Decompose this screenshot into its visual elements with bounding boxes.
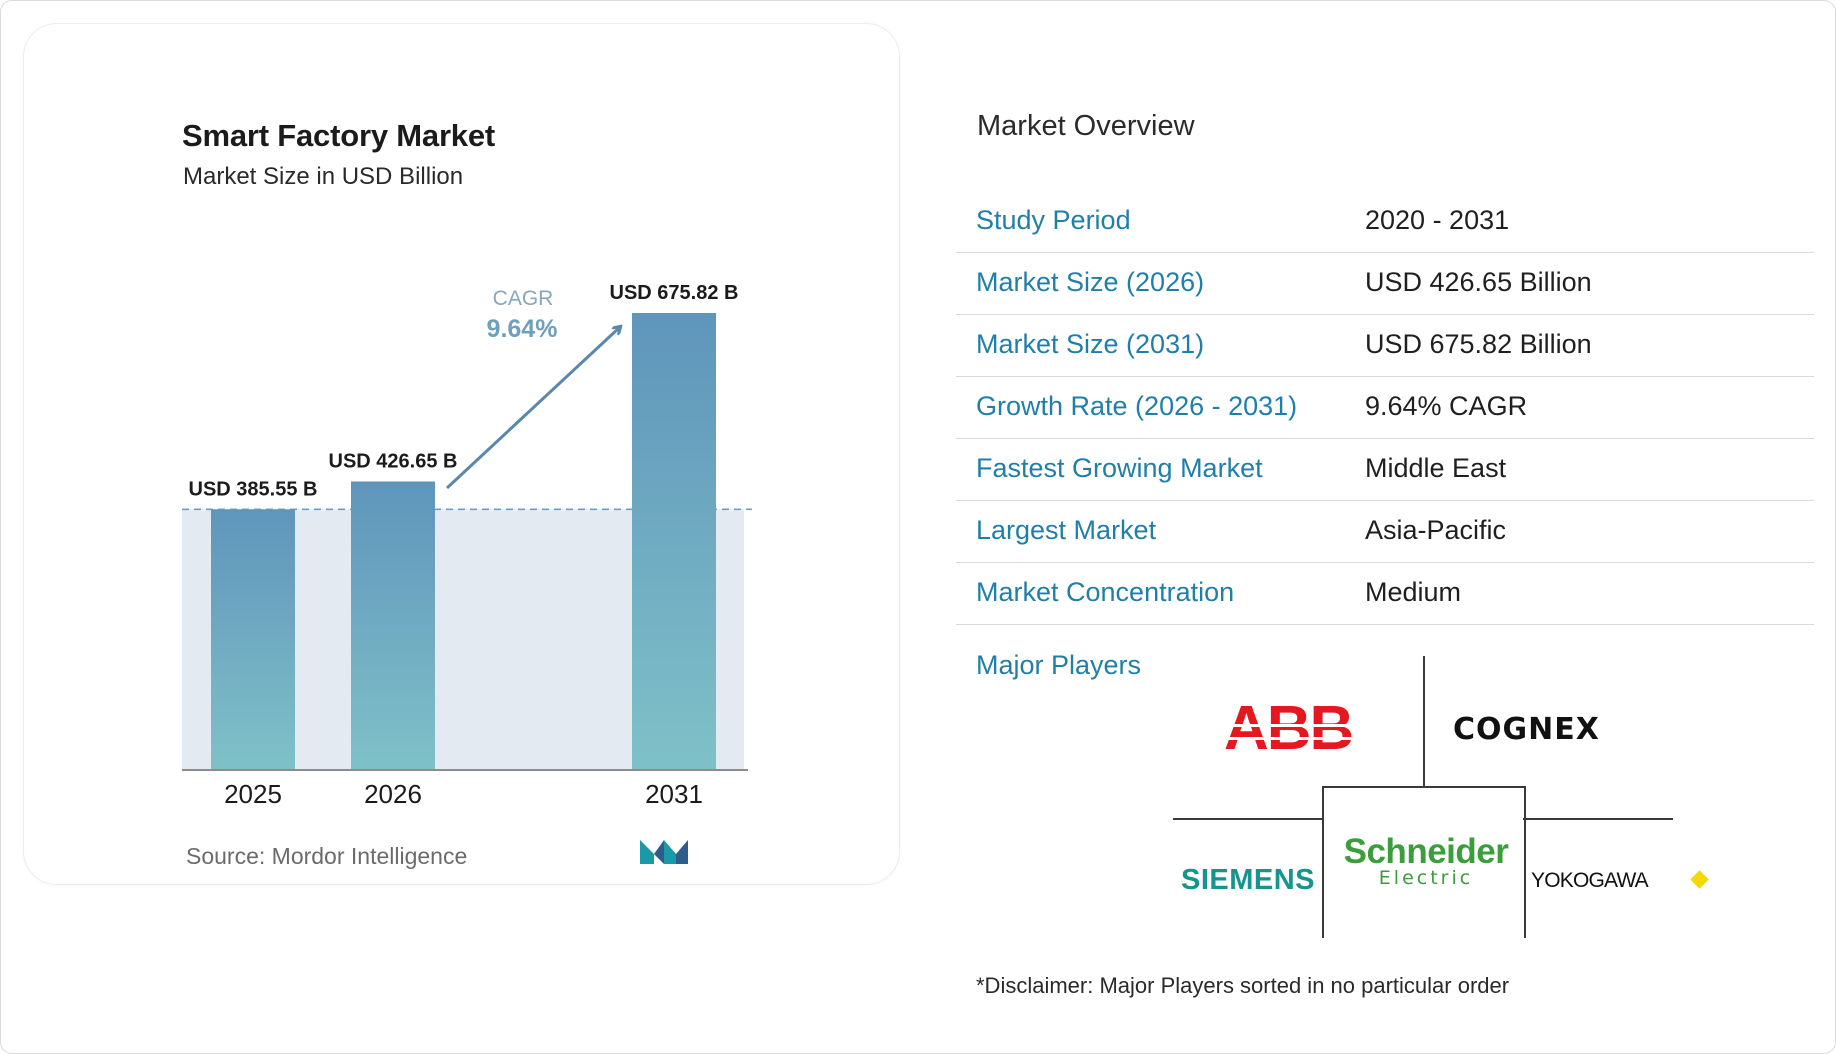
- grid-divider: [1322, 786, 1526, 788]
- cagr-label: CAGR: [493, 287, 554, 310]
- x-tick-label: 2025: [224, 779, 282, 809]
- row-value: Medium: [1365, 577, 1462, 607]
- overview-title: Market Overview: [977, 110, 1195, 142]
- bar-value-label: USD 675.82 B: [610, 282, 739, 304]
- row-value: 2020 - 2031: [1365, 205, 1510, 235]
- overview-row-market-size-2026: Market Size (2026) USD 426.65 Billion: [956, 253, 1814, 315]
- major-players-title: Major Players: [976, 650, 1142, 680]
- source-text: Source: Mordor Intelligence: [186, 843, 468, 869]
- row-value: Middle East: [1365, 453, 1507, 483]
- grid-divider: [1523, 818, 1673, 820]
- electric-logo-text: Electric: [1378, 867, 1474, 889]
- overview-row-growth-rate: Growth Rate (2026 - 2031) 9.64% CAGR: [956, 377, 1814, 439]
- mordor-logo-icon: [640, 840, 688, 864]
- grid-divider: [1524, 786, 1526, 938]
- row-key: Market Size (2031): [976, 329, 1205, 359]
- chart-subtitle: Market Size in USD Billion: [183, 163, 464, 190]
- row-value: 9.64% CAGR: [1365, 391, 1528, 421]
- overview-row-fastest-growing: Fastest Growing Market Middle East: [956, 439, 1814, 501]
- disclaimer: *Disclaimer: Major Players sorted in no …: [976, 973, 1510, 998]
- overview-table: Study Period 2020 - 2031 Market Size (20…: [956, 191, 1814, 625]
- row-key: Market Size (2026): [976, 267, 1205, 297]
- grid-divider: [1423, 656, 1425, 786]
- row-value: Asia-Pacific: [1365, 515, 1507, 545]
- row-value: USD 426.65 Billion: [1365, 267, 1592, 297]
- row-value: USD 675.82 Billion: [1365, 329, 1592, 359]
- row-key: Market Concentration: [976, 577, 1235, 607]
- bar-value-label: USD 426.65 B: [329, 450, 458, 472]
- overview-row-largest-market: Largest Market Asia-Pacific: [956, 501, 1814, 563]
- cognex-logo: COGNEX: [1453, 712, 1600, 747]
- overview-row-study-period: Study Period 2020 - 2031: [956, 191, 1814, 253]
- yokogawa-logo: YOKOGAWA: [1531, 869, 1649, 892]
- cagr-arrow: [445, 327, 620, 490]
- grid-divider: [1173, 818, 1323, 820]
- bar-2026: [351, 481, 435, 770]
- row-key: Study Period: [976, 205, 1131, 235]
- cagr-value: 9.64%: [487, 315, 558, 343]
- schneider-electric-logo: Schneider Electric: [1336, 832, 1516, 889]
- abb-logo-icon: ABB: [1222, 699, 1354, 753]
- siemens-logo: SIEMENS: [1181, 864, 1316, 896]
- row-key: Largest Market: [976, 515, 1157, 545]
- chart-title: Smart Factory Market: [182, 118, 496, 153]
- row-key: Fastest Growing Market: [976, 453, 1263, 483]
- overview-row-market-size-2031: Market Size (2031) USD 675.82 Billion: [956, 315, 1814, 377]
- bar-2031: [632, 313, 716, 770]
- row-key: Growth Rate (2026 - 2031): [976, 391, 1298, 421]
- bar-value-label: USD 385.55 B: [189, 478, 318, 500]
- bar-2025: [211, 509, 295, 770]
- x-tick-label: 2026: [364, 779, 422, 809]
- x-tick-label: 2031: [645, 779, 703, 809]
- grid-divider: [1322, 786, 1324, 938]
- schneider-logo-text: Schneider: [1343, 832, 1509, 871]
- overview-row-concentration: Market Concentration Medium: [956, 563, 1814, 625]
